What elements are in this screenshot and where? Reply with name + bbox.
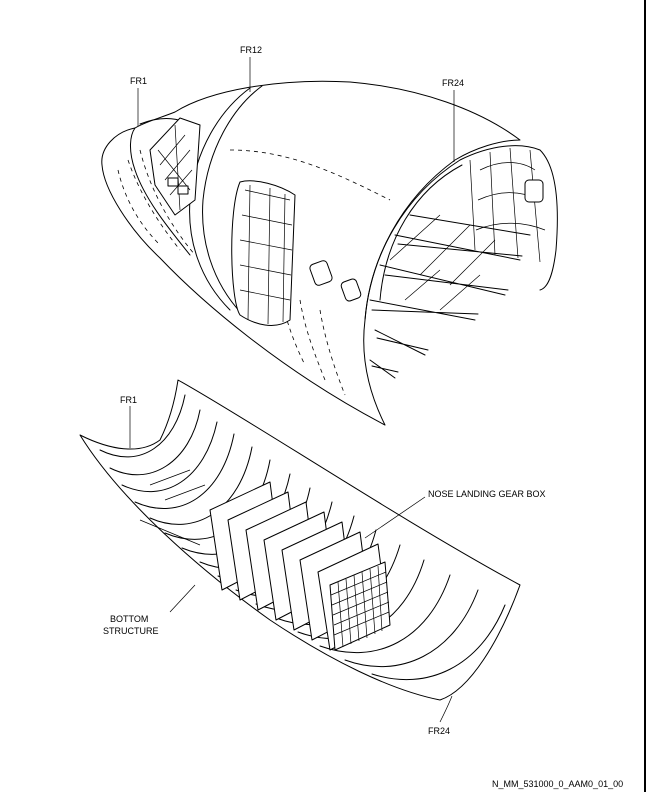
lower-nose-fuselage	[79, 379, 521, 701]
window-2	[340, 278, 362, 302]
nose-landing-gear-box	[209, 481, 391, 651]
label-nose-landing-gear-box: NOSE LANDING GEAR BOX	[428, 489, 546, 499]
label-fr1-bottom: FR1	[120, 395, 137, 405]
window-1	[309, 260, 333, 286]
upper-skin	[101, 80, 521, 426]
rear-window	[524, 179, 544, 203]
label-bottom-structure-line2: STRUCTURE	[103, 626, 159, 636]
door-cutout	[231, 180, 296, 326]
label-fr24-top: FR24	[442, 78, 464, 88]
label-fr12: FR12	[240, 45, 262, 55]
rear-opening	[364, 145, 558, 379]
label-fr24-bottom: FR24	[428, 726, 450, 736]
figure-reference: N_MM_531000_0_AAM0_01_00	[492, 779, 623, 789]
label-fr1-top: FR1	[130, 76, 147, 86]
upper-nose-fuselage	[101, 80, 558, 426]
label-bottom-structure-line1: BOTTOM	[110, 614, 148, 624]
cockpit-windows	[149, 117, 201, 216]
leader-lines	[129, 57, 455, 723]
